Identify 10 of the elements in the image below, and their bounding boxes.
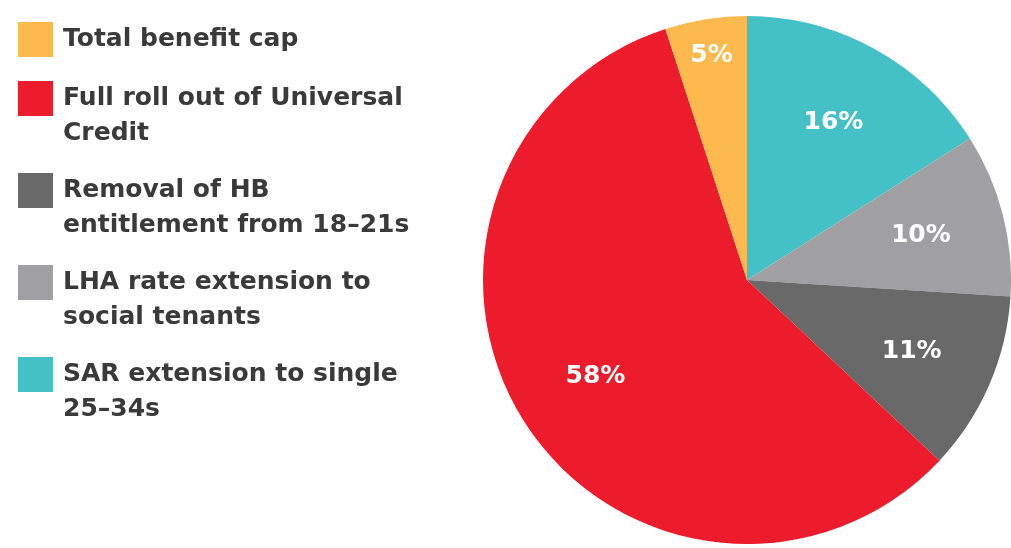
- legend-label: Total benefit cap: [63, 22, 300, 54]
- data-label: 11%: [881, 334, 942, 364]
- legend-label: SAR extension to single 25–34s: [63, 357, 399, 424]
- legend-label: Removal of HB entitlement from 18–21s: [63, 173, 411, 240]
- data-label: 10%: [890, 218, 951, 248]
- data-label: 5%: [690, 39, 733, 69]
- data-label: 58%: [565, 359, 626, 389]
- legend-label: Full roll out of Universal Credit: [63, 81, 404, 148]
- legend-label: LHA rate extension to social tenants: [63, 265, 372, 332]
- data-label: 16%: [803, 106, 864, 136]
